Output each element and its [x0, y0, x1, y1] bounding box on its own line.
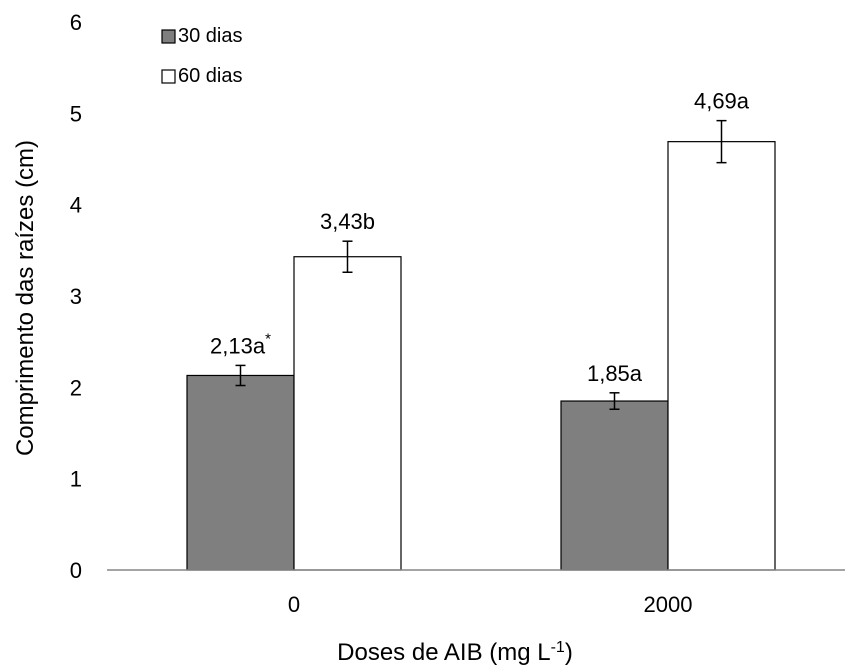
- error-bars: [235, 119, 727, 411]
- bar-60-dias-2000: [667, 141, 776, 571]
- y-tick-label: 0: [70, 558, 82, 583]
- y-axis-ticks: 0 1 2 3 4 5 6: [70, 10, 82, 583]
- data-labels: 2,13a* 3,43b 1,85a 4,69a: [210, 89, 750, 386]
- error-bar: [342, 240, 353, 274]
- error-bar: [609, 392, 620, 411]
- y-tick-label: 3: [70, 284, 82, 309]
- x-tick-label: 2000: [644, 592, 693, 617]
- legend-swatch: [161, 29, 176, 44]
- y-tick-label: 6: [70, 10, 82, 35]
- bar-30-dias-0: [186, 374, 295, 571]
- legend-item: 30 dias: [161, 25, 243, 47]
- legend-label: 30 dias: [178, 25, 243, 47]
- legend-swatch: [161, 69, 176, 84]
- bar-60-dias-0: [293, 256, 402, 571]
- x-axis-ticks: 0 2000: [288, 592, 693, 617]
- legend-item: 60 dias: [161, 65, 243, 87]
- y-tick-label: 2: [70, 375, 82, 400]
- x-axis-title-suffix: ): [565, 639, 573, 666]
- y-tick-label: 5: [70, 101, 82, 126]
- bar-30-dias-2000: [560, 400, 669, 571]
- x-axis-title-superscript: -1: [551, 639, 565, 656]
- error-bar: [235, 364, 246, 387]
- data-label: 3,43b: [320, 209, 375, 234]
- y-axis-title: Comprimento das raízes (cm): [12, 140, 39, 456]
- x-axis-title-main: Doses de AIB (mg L: [337, 639, 550, 666]
- y-tick-label: 1: [70, 467, 82, 492]
- y-tick-label: 4: [70, 193, 82, 218]
- data-label: 1,85a: [587, 361, 643, 386]
- legend: 30 dias 60 dias: [161, 25, 243, 87]
- data-label: 4,69a: [694, 89, 750, 114]
- x-tick-label: 0: [288, 592, 300, 617]
- error-bar: [716, 119, 727, 164]
- data-label: 2,13a*: [210, 330, 271, 358]
- legend-label: 60 dias: [178, 65, 243, 87]
- x-axis-title: Doses de AIB (mg L-1): [337, 639, 573, 667]
- bars: [186, 141, 776, 571]
